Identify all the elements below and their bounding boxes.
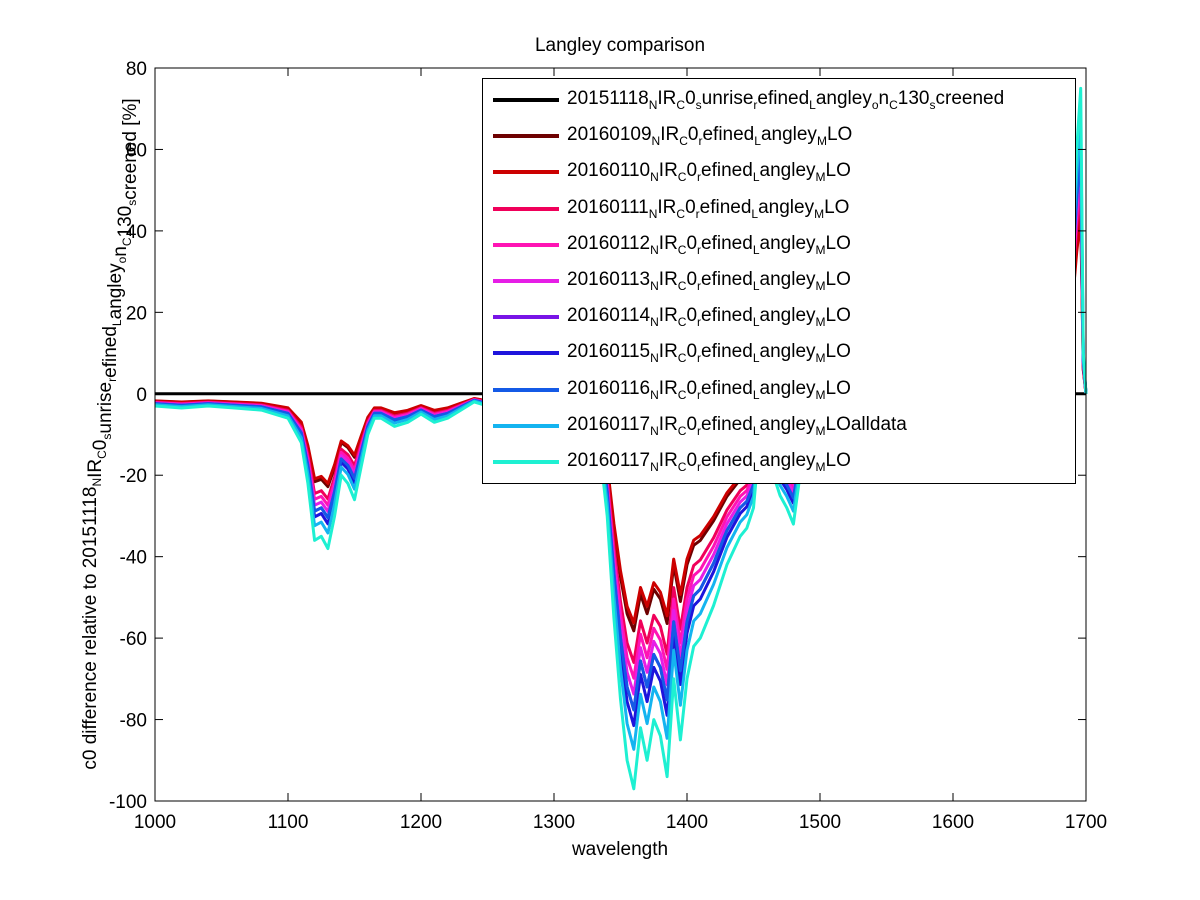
y-tick-label: 20 (126, 303, 147, 324)
legend-item: 20160110NIRC0refinedLangleyMLO (483, 155, 1075, 191)
legend-label: 20160112NIRC0refinedLangleyMLO (567, 232, 851, 257)
x-tick-label: 1000 (134, 812, 176, 833)
legend-label: 20160113NIRC0refinedLangleyMLO (567, 269, 851, 293)
x-tick-label: 1200 (400, 812, 442, 833)
legend-swatch (493, 387, 559, 392)
legend-item: 20160116NIRC0refinedLangleyMLO (483, 373, 1075, 409)
y-tick-label: -20 (120, 466, 147, 487)
legend-item: 20151118NIRC0sunriserefinedLangleyonC130… (483, 83, 1075, 119)
legend-label: 20160115NIRC0refinedLangleyMLO (567, 341, 851, 366)
x-tick-label: 1700 (1065, 812, 1107, 833)
legend-item: 20160109NIRC0refinedLangleyMLO (483, 119, 1075, 155)
legend-label: 20160116NIRC0refinedLangleyMLO (567, 377, 851, 402)
y-tick-label: 80 (126, 59, 147, 80)
y-axis-label: c0 difference relative to 20151118NIRC0s… (80, 98, 141, 769)
legend-label: 20160110NIRC0refinedLangleyMLO (567, 160, 851, 185)
legend-item: 20160114NIRC0refinedLangleyMLO (483, 300, 1075, 336)
axes-layer: 1000 1100 1200 1300 1400 1500 1600 1700 -100 -80 -… (109, 59, 1107, 833)
legend-item: 20160113NIRC0refinedLangleyMLO (483, 264, 1075, 300)
legend-swatch (493, 98, 559, 102)
legend-swatch (493, 460, 559, 464)
legend-swatch (493, 206, 559, 211)
y-tick-label: -40 (120, 548, 147, 569)
legend-label: 20160111NIRC0refinedLangleyMLO (567, 196, 850, 221)
legend-swatch (493, 315, 559, 320)
y-tick-label: 60 (126, 140, 147, 161)
legend-label: 20160117NIRC0refinedLangleyMLO (567, 450, 851, 474)
x-tick-label: 1100 (268, 812, 309, 833)
chart-title: Langley comparison (535, 35, 705, 56)
legend-item: 20160111NIRC0refinedLangleyMLO (483, 192, 1075, 228)
legend-item: 20160117NIRC0refinedLangleyMLO (483, 445, 1075, 481)
x-tick-label: 1400 (666, 812, 708, 833)
x-tick-label: 1500 (799, 812, 841, 833)
x-axis-label: wavelength (571, 839, 668, 860)
y-tick-label: -100 (109, 792, 147, 813)
legend-label: 20160109NIRC0refinedLangleyMLO (567, 124, 853, 149)
x-tick-label: 1600 (932, 812, 974, 833)
y-tick-label: 40 (126, 222, 147, 243)
legend-label: 20160117NIRC0refinedLangleyMLOalldata (567, 413, 907, 438)
legend-label: 20160114NIRC0refinedLangleyMLO (567, 305, 851, 330)
legend-swatch (493, 423, 559, 428)
legend-swatch (493, 134, 559, 139)
y-tick-label: 0 (136, 385, 147, 406)
legend-item: 20160112NIRC0refinedLangleyMLO (483, 228, 1075, 264)
legend-label: 20151118NIRC0sunriserefinedLangleyonC130… (567, 88, 1005, 112)
legend-swatch (493, 351, 559, 356)
legend-swatch (493, 170, 559, 175)
legend-swatch (493, 242, 559, 247)
legend: 20151118NIRC0sunriserefinedLangleyonC130… (482, 78, 1076, 484)
y-tick-label: -60 (120, 629, 147, 650)
y-tick-label: -80 (120, 711, 147, 732)
axes-box (154, 67, 1087, 802)
legend-item: 20160115NIRC0refinedLangleyMLO (483, 336, 1075, 372)
legend-item: 20160117NIRC0refinedLangleyMLOalldata (483, 409, 1075, 445)
legend-swatch (493, 279, 559, 283)
x-tick-label: 1300 (533, 812, 575, 833)
